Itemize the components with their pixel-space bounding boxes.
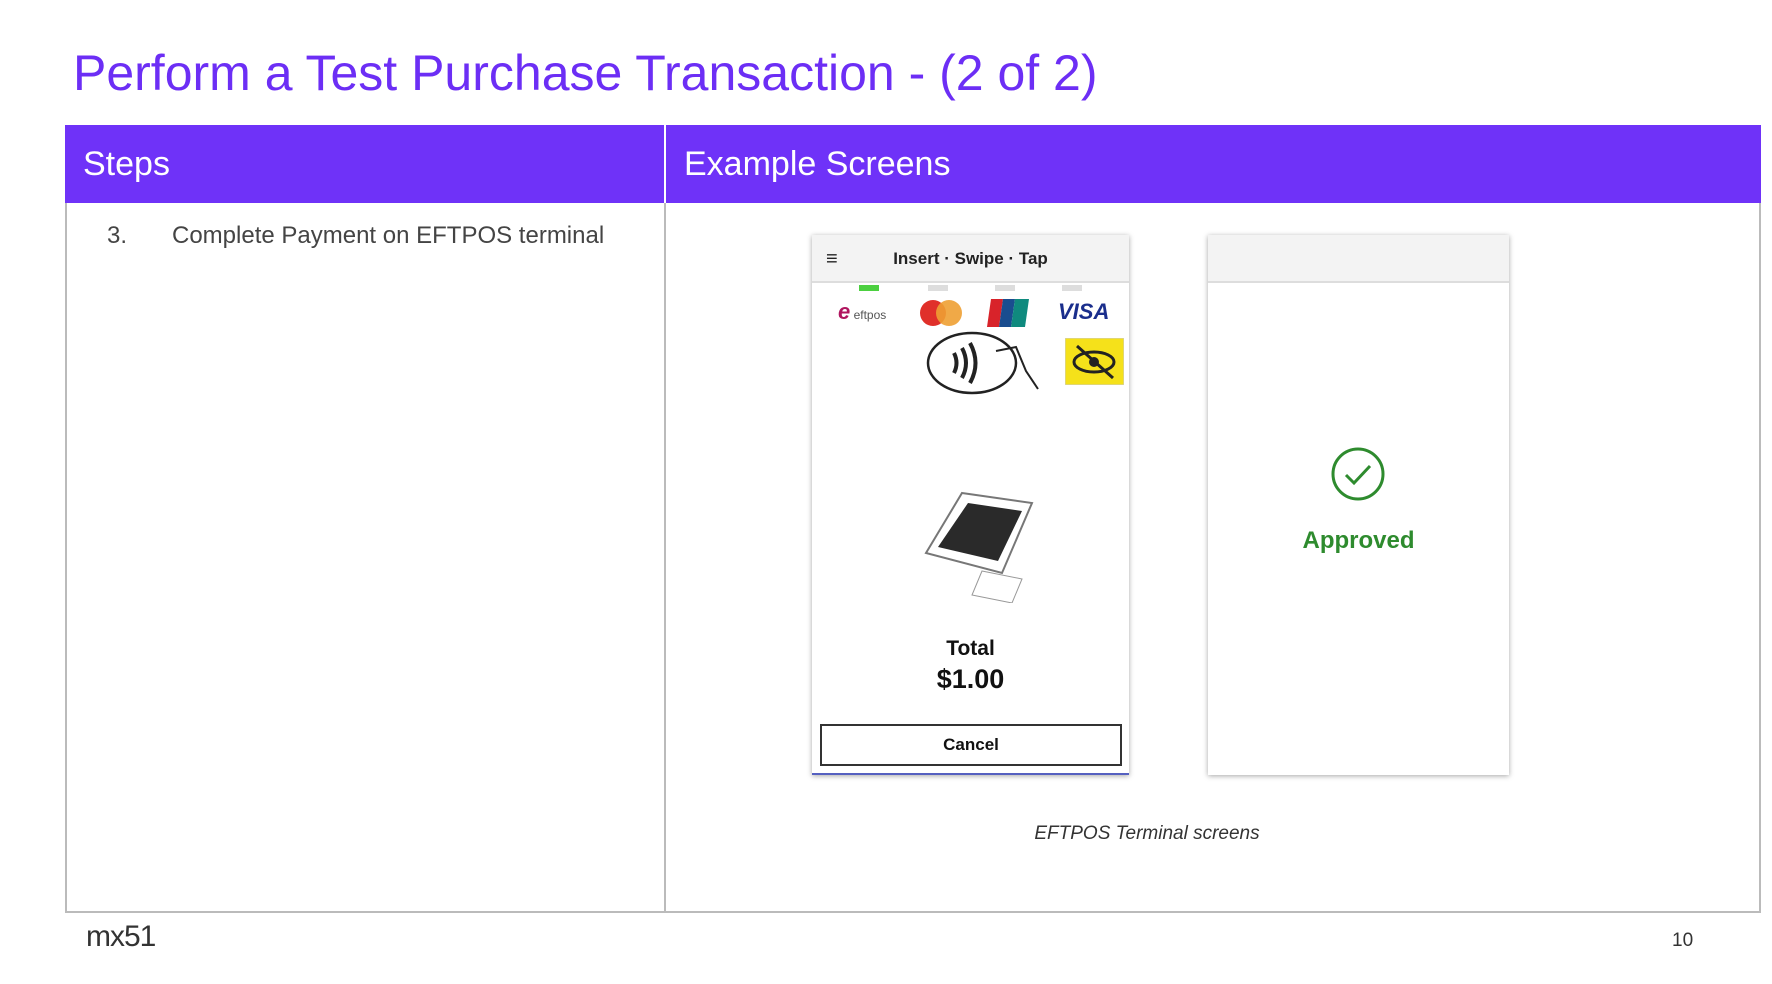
terminal-payment-screen: ≡ Insert · Swipe · Tap e eftpos VISA Tot… xyxy=(812,235,1129,775)
step-text: Complete Payment on EFTPOS terminal xyxy=(172,222,605,249)
indicator xyxy=(928,285,948,291)
indicator-active xyxy=(859,285,879,291)
contactless-icon xyxy=(926,331,1039,395)
cancel-button[interactable]: Cancel xyxy=(820,724,1122,766)
mastercard-logo xyxy=(920,300,962,326)
no-pin-eye-icon xyxy=(1065,338,1124,385)
header-example-screens: Example Screens xyxy=(684,145,951,183)
eftpos-logo: e eftpos xyxy=(838,299,887,324)
check-circle-icon xyxy=(1331,447,1385,501)
step-number: 3. xyxy=(107,222,128,249)
total-amount: $1.00 xyxy=(936,664,1005,694)
terminal-approved-screen: Approved xyxy=(1208,235,1509,775)
terminal-header xyxy=(1208,235,1509,283)
page-number: 10 xyxy=(1672,930,1694,951)
header-steps: Steps xyxy=(83,145,170,183)
indicator xyxy=(995,285,1015,291)
table-header: Steps Example Screens xyxy=(65,125,1761,203)
unionpay-logo xyxy=(987,299,1029,327)
visa-logo: VISA xyxy=(1058,299,1110,324)
terminal-title: Insert · Swipe · Tap xyxy=(893,249,1048,268)
terminal-header: ≡ Insert · Swipe · Tap xyxy=(812,235,1129,283)
caption: EFTPOS Terminal screens xyxy=(1034,823,1260,844)
menu-icon[interactable]: ≡ xyxy=(826,248,838,270)
total-label: Total xyxy=(946,637,995,660)
page-title: Perform a Test Purchase Transaction - (2… xyxy=(73,45,1098,101)
steps-table xyxy=(65,125,1761,913)
header-divider xyxy=(664,125,666,203)
indicator xyxy=(1062,285,1082,291)
column-divider xyxy=(664,125,666,913)
terminal-device-icon xyxy=(924,491,1034,603)
mx51-logo: mx51 xyxy=(86,920,156,953)
approved-status: Approved xyxy=(1302,527,1415,554)
